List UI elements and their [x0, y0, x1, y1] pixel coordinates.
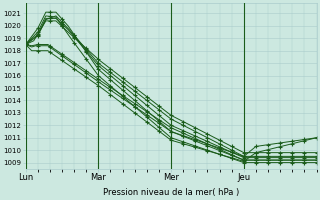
X-axis label: Pression niveau de la mer( hPa ): Pression niveau de la mer( hPa ) — [103, 188, 239, 197]
